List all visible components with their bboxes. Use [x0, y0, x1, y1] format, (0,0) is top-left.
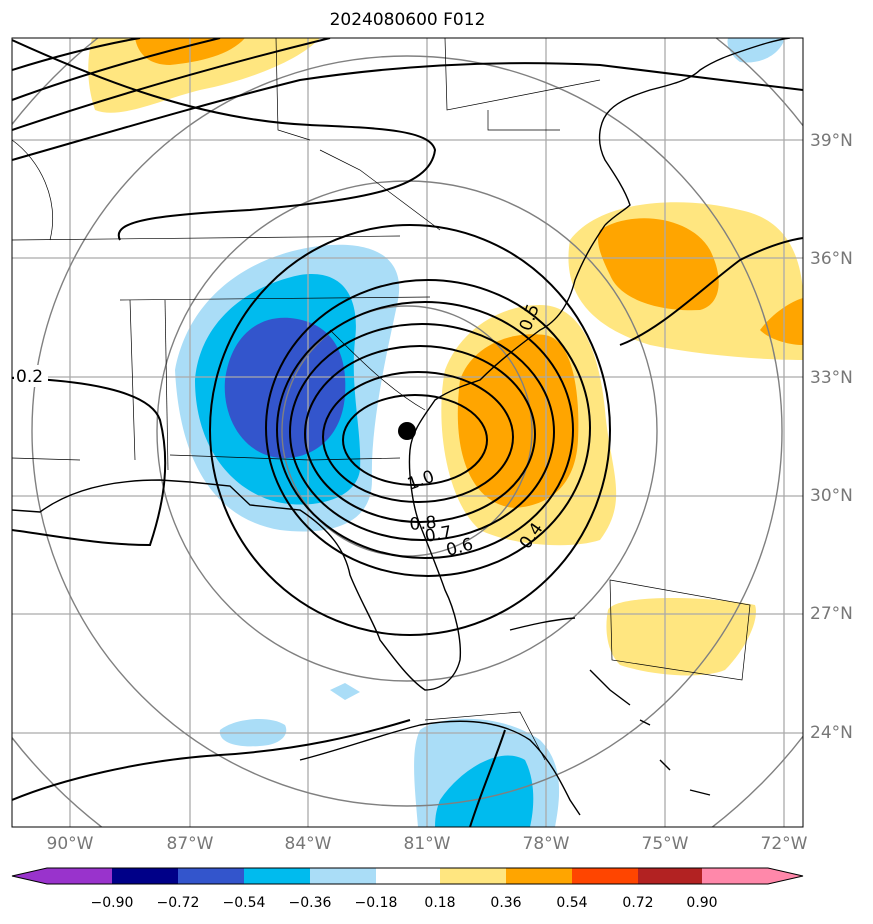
colorbar-bin [178, 868, 244, 884]
colorbar-bin [244, 868, 310, 884]
lat-tick-label: 39°N [810, 131, 853, 151]
shade-neg-small-2 [330, 683, 360, 700]
contour-13 [12, 38, 331, 131]
shade-neg-south-mid [435, 755, 534, 827]
colorbar-outline [11, 867, 804, 885]
lon-tick-label: 81°W [403, 834, 451, 854]
colorbar-tick-label: −0.90 [90, 895, 134, 911]
colorbar [11, 867, 804, 885]
lon-tick-label: 87°W [166, 834, 214, 854]
contour-16 [469, 729, 506, 827]
colorbar-tick-label: 0.72 [622, 895, 654, 911]
contour-6 [265, 279, 591, 577]
colorbar-bin [376, 868, 440, 884]
colorbar-tick-label: −0.54 [222, 895, 266, 911]
lon-tick-label: 90°W [46, 834, 94, 854]
lat-tick-label: 30°N [810, 486, 853, 506]
lon-tick-label: 84°W [284, 834, 332, 854]
contour-1 [342, 394, 488, 486]
colorbar-tick-label: 0.54 [556, 895, 588, 911]
colorbar-tick-label: −0.72 [156, 895, 200, 911]
contour-11 [12, 38, 221, 101]
lon-tick-label: 75°W [641, 834, 689, 854]
contour-3 [304, 345, 536, 523]
graticule [12, 38, 803, 827]
contour-label-0.8: 0.8 [409, 513, 438, 535]
lon-tick-label: 78°W [522, 834, 570, 854]
contour-9 [12, 39, 437, 241]
contour-8 [12, 377, 167, 547]
storm-center-marker [398, 422, 416, 440]
lat-tick-label: 36°N [810, 249, 853, 269]
chart-title: 2024080600 F012 [329, 10, 486, 30]
colorbar-bin [638, 868, 702, 884]
colorbar-bin [310, 868, 376, 884]
contour-label-0.7: 0.7 [423, 523, 453, 547]
colorbar-tick-label: 0.36 [490, 895, 522, 911]
shade-pos-se-light [606, 598, 756, 676]
contour-4 [289, 323, 555, 541]
colorbar-tick-label: −0.18 [354, 895, 398, 911]
colorbar-low-extension [12, 868, 112, 884]
map-border [11, 37, 804, 828]
lat-tick-label: 24°N [810, 723, 853, 743]
lon-tick-label: 72°W [760, 834, 808, 854]
contour-2 [322, 371, 514, 503]
contour-lines [12, 38, 803, 827]
contour-label-0.2: 0.2 [16, 367, 43, 387]
shade-pos-ne-mid [598, 218, 719, 311]
colorbar-bin [506, 868, 572, 884]
shaded-field [88, 38, 803, 827]
colorbar-bin [440, 868, 506, 884]
contour-10 [12, 62, 803, 161]
contour-7 [209, 224, 611, 636]
colorbar-tick-label: −0.36 [288, 895, 332, 911]
contour-5 [276, 301, 574, 559]
colorbar-tick-label: 0.90 [686, 895, 718, 911]
lat-tick-label: 33°N [810, 368, 853, 388]
contour-12 [12, 38, 141, 71]
colorbar-bin [112, 868, 178, 884]
lat-tick-label: 27°N [810, 604, 853, 624]
contour-14 [619, 237, 803, 346]
colorbar-bin [572, 868, 638, 884]
shade-pos-east-mid [760, 298, 803, 345]
shade-neg-ne-corner [727, 38, 785, 63]
colorbar-tick-label: 0.18 [424, 895, 456, 911]
colorbar-high-extension [702, 868, 803, 884]
coastlines [12, 38, 791, 816]
contour-15 [12, 719, 411, 801]
